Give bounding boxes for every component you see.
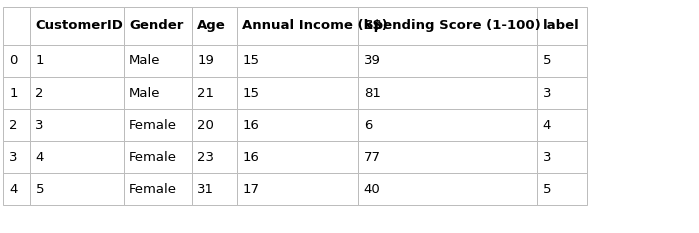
Text: Male: Male: [129, 55, 161, 67]
Text: 3: 3: [36, 119, 44, 132]
Bar: [538, 109, 587, 141]
Bar: [3, 141, 30, 173]
Bar: [358, 77, 538, 109]
Bar: [358, 109, 538, 141]
Bar: [538, 7, 587, 45]
Text: 5: 5: [36, 183, 44, 196]
Text: 21: 21: [197, 86, 214, 99]
Text: Spending Score (1-100): Spending Score (1-100): [363, 19, 540, 32]
Bar: [237, 141, 358, 173]
Text: Female: Female: [129, 119, 177, 132]
Text: 81: 81: [363, 86, 381, 99]
Bar: [30, 141, 124, 173]
Text: CustomerID: CustomerID: [36, 19, 123, 32]
Bar: [30, 109, 124, 141]
Text: 2: 2: [9, 119, 17, 132]
Bar: [237, 173, 358, 205]
Bar: [358, 45, 538, 77]
Text: 16: 16: [243, 119, 259, 132]
Bar: [192, 141, 237, 173]
Text: 0: 0: [9, 55, 17, 67]
Bar: [358, 173, 538, 205]
Text: Gender: Gender: [129, 19, 184, 32]
Bar: [124, 77, 192, 109]
Bar: [192, 77, 237, 109]
Text: Female: Female: [129, 183, 177, 196]
Text: 31: 31: [197, 183, 214, 196]
Text: 4: 4: [543, 119, 552, 132]
Bar: [3, 109, 30, 141]
Text: 15: 15: [243, 55, 259, 67]
Text: 1: 1: [9, 86, 17, 99]
Bar: [124, 173, 192, 205]
Bar: [538, 173, 587, 205]
Text: 3: 3: [9, 151, 17, 164]
Bar: [538, 141, 587, 173]
Bar: [124, 45, 192, 77]
Text: label: label: [543, 19, 579, 32]
Text: 4: 4: [9, 183, 17, 196]
Text: Male: Male: [129, 86, 161, 99]
Bar: [192, 45, 237, 77]
Text: 6: 6: [363, 119, 372, 132]
Bar: [237, 45, 358, 77]
Bar: [124, 109, 192, 141]
Text: 77: 77: [363, 151, 381, 164]
Bar: [124, 141, 192, 173]
Bar: [30, 173, 124, 205]
Bar: [3, 7, 30, 45]
Bar: [358, 141, 538, 173]
Text: 2: 2: [36, 86, 44, 99]
Bar: [30, 7, 124, 45]
Text: 3: 3: [543, 86, 552, 99]
Text: 20: 20: [197, 119, 214, 132]
Text: 4: 4: [36, 151, 44, 164]
Bar: [538, 45, 587, 77]
Text: 39: 39: [363, 55, 381, 67]
Text: 5: 5: [543, 183, 552, 196]
Bar: [3, 45, 30, 77]
Text: 5: 5: [543, 55, 552, 67]
Bar: [538, 77, 587, 109]
Text: Annual Income (k$): Annual Income (k$): [243, 19, 388, 32]
Text: 40: 40: [363, 183, 380, 196]
Bar: [3, 173, 30, 205]
Bar: [192, 109, 237, 141]
Bar: [124, 7, 192, 45]
Text: Female: Female: [129, 151, 177, 164]
Text: 1: 1: [36, 55, 44, 67]
Bar: [30, 45, 124, 77]
Bar: [237, 109, 358, 141]
Text: 19: 19: [197, 55, 214, 67]
Text: 16: 16: [243, 151, 259, 164]
Bar: [237, 7, 358, 45]
Bar: [3, 77, 30, 109]
Text: 15: 15: [243, 86, 259, 99]
Text: 23: 23: [197, 151, 214, 164]
Text: Age: Age: [197, 19, 226, 32]
Bar: [192, 173, 237, 205]
Bar: [192, 7, 237, 45]
Bar: [237, 77, 358, 109]
Text: 17: 17: [243, 183, 259, 196]
Bar: [358, 7, 538, 45]
Bar: [30, 77, 124, 109]
Text: 3: 3: [543, 151, 552, 164]
